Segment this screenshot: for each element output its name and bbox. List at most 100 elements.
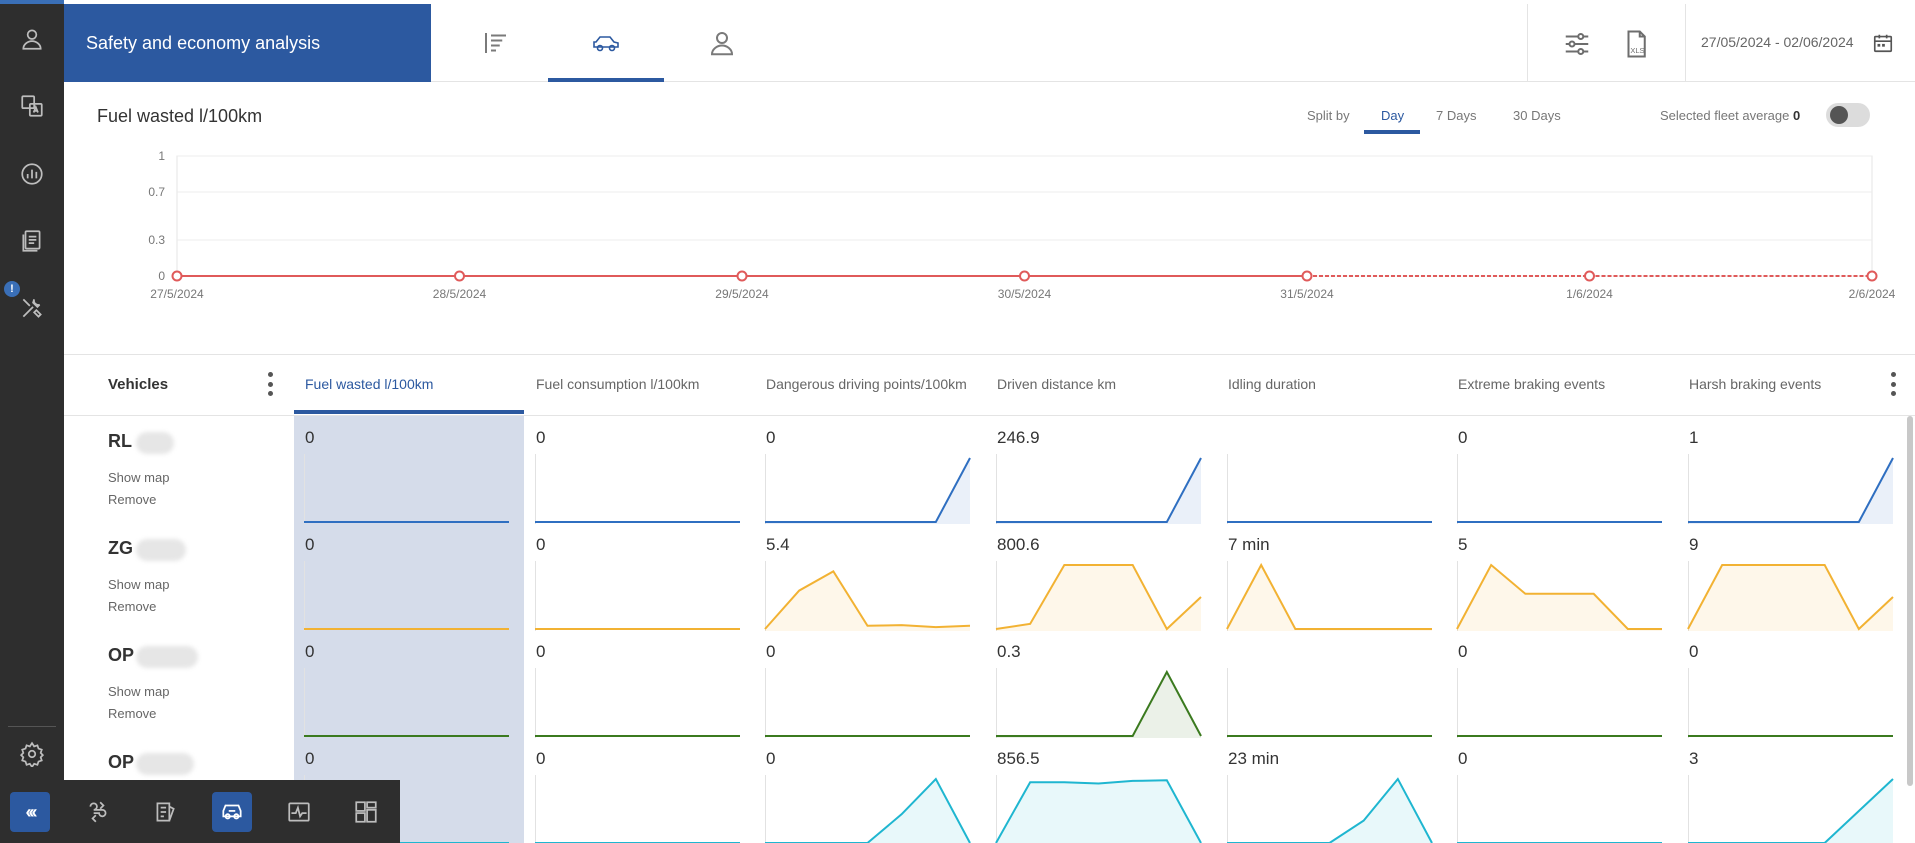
sparkline-line: [1688, 778, 1894, 843]
sparkline: [995, 775, 1202, 843]
cell-value: 856.5: [997, 749, 1040, 768]
x-tick-label: 31/5/2024: [1280, 287, 1334, 301]
chart-icon[interactable]: [12, 154, 52, 194]
tab-vehicles[interactable]: [548, 4, 664, 82]
show-map-link[interactable]: Show map: [108, 577, 170, 592]
redacted-plate: [136, 753, 194, 775]
toggle-knob: [1830, 106, 1848, 124]
cell-value: 9: [1689, 535, 1699, 554]
vehicle-plate: ZG: [108, 538, 133, 558]
route-icon[interactable]: [78, 792, 118, 832]
x-tick-label: 28/5/2024: [433, 287, 487, 301]
data-point[interactable]: [1301, 270, 1313, 282]
data-point[interactable]: [454, 270, 465, 282]
dashboard-icon[interactable]: [346, 792, 386, 832]
redacted-plate: [136, 646, 198, 668]
pulse-icon[interactable]: [279, 792, 319, 832]
cell-value: 5.4: [766, 535, 790, 554]
fleet-average-text: Selected fleet average: [1660, 108, 1790, 123]
person-icon: [710, 32, 734, 56]
remove-link[interactable]: Remove: [108, 706, 157, 721]
columns-menu-icon[interactable]: [1890, 372, 1896, 396]
vehicle-plate: RL: [108, 431, 132, 451]
vehicles-menu-icon[interactable]: [267, 372, 273, 396]
cell-value: 0: [305, 535, 315, 554]
column-header[interactable]: Fuel wasted l/100km: [305, 376, 434, 392]
header-bar: Safety and economy analysis XLS 27/05/20…: [64, 4, 1915, 82]
column-header[interactable]: Driven distance km: [997, 376, 1117, 392]
x-tick-label: 2/6/2024: [1849, 287, 1896, 301]
documents-icon[interactable]: [12, 221, 52, 261]
car-icon[interactable]: [212, 792, 252, 832]
data-point[interactable]: [736, 270, 748, 282]
column-header[interactable]: Extreme braking events: [1458, 376, 1606, 392]
settings-icon[interactable]: [12, 734, 52, 774]
tab-summary[interactable]: [438, 4, 554, 82]
x-tick-label: 29/5/2024: [715, 287, 769, 301]
data-point[interactable]: [1866, 270, 1878, 282]
fleet-average-label: Selected fleet average 0: [1660, 108, 1800, 123]
sparkline: [1227, 454, 1432, 524]
y-tick-label: 1: [158, 149, 165, 163]
show-map-link[interactable]: Show map: [108, 470, 170, 485]
plot-frame: [176, 155, 1873, 277]
column-header[interactable]: Idling duration: [1228, 376, 1316, 392]
collapse-icon[interactable]: ‹‹‹: [10, 792, 50, 832]
date-range[interactable]: 27/05/2024 - 02/06/2024: [1701, 34, 1854, 50]
sparkline: [1457, 668, 1662, 738]
sparkline: [535, 561, 740, 631]
sparkline-line: [765, 457, 971, 523]
table-top-border: [64, 354, 1915, 355]
export-xls-icon[interactable]: XLS: [1620, 28, 1652, 60]
left-rail: !: [0, 0, 64, 843]
data-point[interactable]: [171, 270, 183, 282]
split-30days-button[interactable]: 30 Days: [1513, 108, 1561, 123]
x-tick-label: 1/6/2024: [1566, 287, 1613, 301]
remove-link[interactable]: Remove: [108, 492, 157, 507]
data-point[interactable]: [1584, 270, 1595, 282]
sparkline-area: [996, 672, 1201, 738]
tab-drivers[interactable]: [664, 4, 780, 82]
sparkline-line: [1456, 563, 1662, 630]
table-scrollbar[interactable]: [1907, 416, 1913, 786]
tools-icon[interactable]: [12, 288, 52, 328]
list-icon[interactable]: [145, 792, 185, 832]
cell-value: 0: [536, 428, 546, 447]
sparkline-area: [996, 458, 1201, 524]
sparkline: [1227, 668, 1432, 738]
cell-value: 0: [1458, 428, 1468, 447]
vehicle-plate: OP: [108, 645, 135, 665]
column-header[interactable]: Dangerous driving points/100km: [766, 376, 967, 392]
translate-icon[interactable]: [12, 86, 52, 126]
remove-link[interactable]: Remove: [108, 599, 157, 614]
split-active-indicator: [1364, 130, 1420, 134]
calendar-icon[interactable]: [1872, 32, 1894, 54]
sparkline: [765, 775, 971, 843]
notification-badge: !: [4, 281, 20, 297]
column-header[interactable]: Fuel consumption l/100km: [536, 376, 700, 392]
sparkline: [1457, 454, 1662, 524]
sparkline-area: [765, 571, 970, 631]
sparkline-area: [996, 780, 1201, 843]
column-header[interactable]: Harsh braking events: [1689, 376, 1822, 392]
sparkline-area: [996, 565, 1201, 631]
split-7days-button[interactable]: 7 Days: [1436, 108, 1477, 123]
sparkline: [535, 454, 740, 524]
show-map-link[interactable]: Show map: [108, 684, 170, 699]
user-icon[interactable]: [12, 19, 52, 59]
cell-value: 3: [1689, 749, 1699, 768]
vehicles-header: Vehicles: [108, 376, 169, 393]
redacted-plate: [136, 432, 174, 454]
page-title: Safety and economy analysis: [64, 4, 431, 82]
sparkline: [1227, 775, 1433, 843]
split-day-button[interactable]: Day: [1381, 108, 1405, 123]
sparkline: [1688, 775, 1894, 843]
sparkline: [535, 668, 740, 738]
data-point[interactable]: [1019, 270, 1030, 282]
sparkline-area: [1457, 565, 1662, 631]
fleet-average-toggle[interactable]: [1826, 103, 1870, 127]
y-tick-label: 0.3: [148, 233, 165, 247]
split-by-label: Split by: [1307, 108, 1350, 123]
cell-value: 800.6: [997, 535, 1040, 554]
filter-sliders-icon[interactable]: [1561, 28, 1593, 60]
